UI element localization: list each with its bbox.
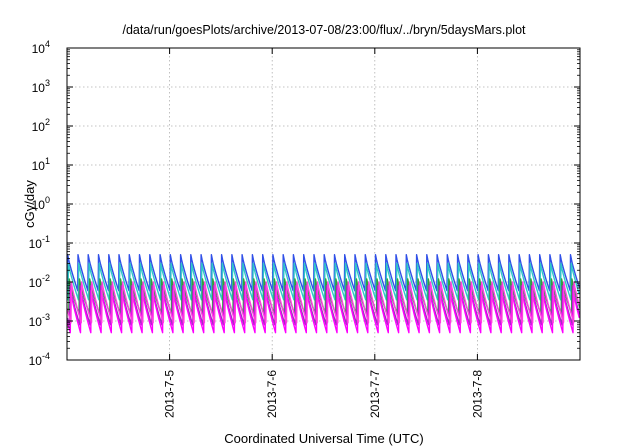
series-line [66, 254, 581, 292]
x-tick-label: 2013-7-8 [470, 370, 484, 418]
series-line [66, 285, 581, 326]
y-tick-label: 100 [32, 195, 50, 212]
y-tick-label: 10-1 [29, 234, 50, 251]
y-tick-label: 102 [32, 117, 50, 134]
x-tick-label: 2013-7-6 [265, 370, 279, 418]
y-tick-label: 104 [32, 39, 50, 56]
y-tick-label: 10-4 [29, 351, 50, 368]
y-tick-label: 101 [32, 156, 50, 173]
x-tick-label: 2013-7-5 [163, 370, 177, 418]
y-axis: 10-4 10-3 10-2 10-1 100 101 102 103 104 [29, 39, 580, 368]
grid [67, 47, 580, 361]
x-axis: 2013-7-5 2013-7-6 2013-7-7 2013-7-8 [163, 48, 484, 418]
y-tick-label: 10-2 [29, 273, 50, 290]
series-line [66, 262, 580, 301]
y-tick-label: 103 [32, 78, 50, 95]
series-group [66, 254, 581, 334]
x-tick-label: 2013-7-7 [368, 370, 382, 418]
x-axis-label: Coordinated Universal Time (UTC) [224, 431, 423, 446]
series-line [66, 281, 580, 324]
chart-title: /data/run/goesPlots/archive/2013-07-08/2… [122, 23, 526, 37]
y-axis-label: cGy/day [22, 180, 37, 228]
y-tick-label: 10-3 [29, 312, 50, 329]
